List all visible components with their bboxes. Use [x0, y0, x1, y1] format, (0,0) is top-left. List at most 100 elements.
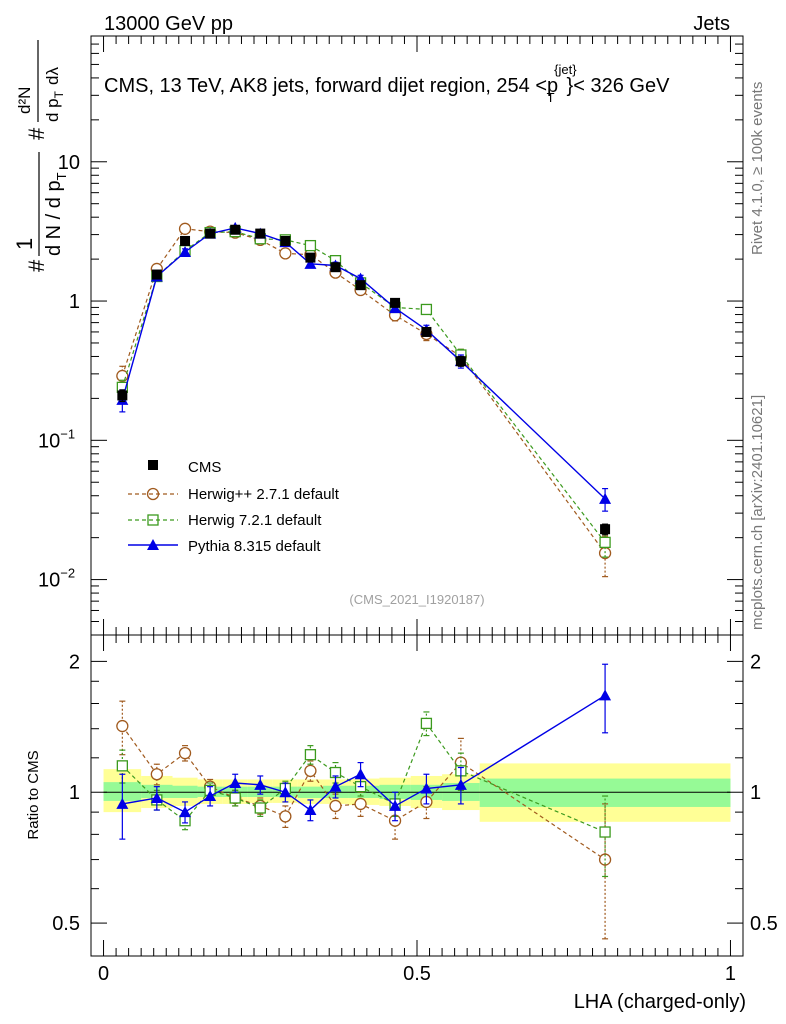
- ratio-point-herwig7-4: [229, 792, 241, 804]
- ratio-point-herwigpp-0: [116, 719, 129, 733]
- mcplots-label: mcplots.cern.ch [arXiv:2401.10621]: [749, 395, 766, 630]
- legend: CMS Herwig++ 2.7.1 default Herwig 7.2.1 …: [128, 459, 340, 555]
- main-point-cms-2: [180, 235, 191, 246]
- plot-title-sup: {jet}: [554, 62, 577, 77]
- band-inner-13: [479, 778, 731, 807]
- ratio-point-pythia-10: [389, 799, 402, 811]
- svg-text:1: 1: [12, 238, 37, 250]
- main-point-cms-4: [230, 224, 241, 235]
- main-point-cms-7: [305, 252, 316, 263]
- ratio-xtick-label-1: 0.5: [403, 963, 431, 985]
- ratio-point-pythia-4: [229, 777, 242, 789]
- ratio-point-pythia-9: [354, 768, 367, 780]
- main-ytick-label-0: 10: [58, 152, 80, 174]
- ratio-point-pythia-1: [150, 791, 163, 803]
- plot-title-main: CMS, 13 TeV, AK8 jets, forward dijet reg…: [104, 75, 558, 97]
- ratio-point-herwigpp-8: [329, 799, 342, 813]
- main-line-herwig7: [121, 231, 606, 543]
- ratio-point-pythia-12: [454, 778, 467, 790]
- legend-label-pythia: Pythia 8.315 default: [188, 538, 321, 555]
- ratio-line-herwig7: [121, 722, 606, 833]
- ratio-point-herwigpp-9: [354, 797, 367, 811]
- main-series-layer: [116, 221, 612, 578]
- ratio-y-axis-label: Ratio to CMS: [25, 750, 42, 839]
- main-point-herwig7-13: [599, 536, 611, 549]
- svg-text:d N / d pT: d N / d pT: [43, 172, 69, 256]
- legend-label-cms: CMS: [188, 459, 221, 476]
- main-point-pythia-2: [179, 245, 192, 257]
- main-point-cms-11: [421, 326, 432, 337]
- main-axis-ticks: 10 1 10−1 10−2: [38, 35, 743, 636]
- ratio-xtick-label-2: 1: [725, 963, 736, 985]
- ratio-point-herwigpp-7: [304, 764, 317, 777]
- legend-marker-cms: [148, 460, 158, 470]
- main-line-pythia: [121, 227, 606, 500]
- main-point-herwigpp-6: [279, 247, 292, 260]
- ratio-ytick-label-right-1: 1: [750, 782, 761, 804]
- ratio-point-pythia-5: [254, 778, 267, 790]
- header-right: Jets: [693, 13, 730, 35]
- plot-title-tail: }< 326 GeV: [567, 75, 671, 97]
- main-ytick-label-1: 1: [69, 291, 80, 313]
- ratio-point-herwig7-0: [116, 760, 128, 772]
- ratio-point-pythia-6: [279, 786, 292, 798]
- ratio-point-herwig7-13: [599, 826, 611, 838]
- ratio-point-pythia-3: [204, 790, 217, 802]
- svg-text:#: #: [24, 127, 49, 140]
- main-point-cms-6: [280, 235, 291, 246]
- ratio-series-layer: [116, 663, 612, 940]
- y-label-t-sub-1: T: [54, 172, 69, 180]
- ratio-point-pythia-13: [599, 689, 612, 701]
- ratio-point-herwigpp-6: [279, 810, 292, 823]
- y-label-d2n: d²N: [15, 87, 34, 114]
- main-point-cms-12: [455, 356, 466, 367]
- ratio-point-pythia-2: [179, 806, 192, 818]
- legend-marker-herwigpp: [146, 487, 160, 501]
- legend-marker-pythia: [147, 539, 159, 550]
- svg-text:#: #: [24, 259, 49, 272]
- main-point-herwig7-7: [304, 239, 317, 252]
- legend-label-herwig7: Herwig 7.2.1 default: [188, 512, 322, 529]
- ratio-point-pythia-0: [116, 797, 129, 809]
- ratio-point-pythia-11: [420, 782, 433, 794]
- ratio-point-pythia-8: [329, 780, 342, 792]
- ratio-ytick-label-right-2: 0.5: [750, 913, 778, 935]
- main-point-cms-0: [117, 390, 128, 401]
- ratio-xtick-label-0: 0: [98, 963, 109, 985]
- ratio-point-herwig7-5: [254, 802, 266, 814]
- x-axis-label: LHA (charged-only): [574, 991, 746, 1013]
- main-y-axis-label: # 1 d N / d pT # d²N d pTdλ: [12, 40, 69, 272]
- y-label-dpt: d p: [43, 98, 62, 122]
- ratio-point-herwigpp-2: [178, 747, 192, 760]
- main-point-cms-5: [255, 228, 266, 239]
- svg-text:d pTdλ: d pTdλ: [43, 67, 66, 122]
- ratio-ytick-label-right-0: 2: [750, 651, 761, 673]
- y-label-one: 1: [12, 238, 37, 250]
- main-point-cms-13: [600, 524, 611, 535]
- ratio-point-pythia-7: [304, 804, 317, 816]
- main-point-herwigpp-2: [178, 222, 192, 235]
- legend-label-herwigpp: Herwig++ 2.7.1 default: [188, 486, 340, 503]
- analysis-watermark: (CMS_2021_I1920187): [349, 592, 484, 607]
- ratio-point-herwig7-7: [304, 749, 317, 761]
- ratio-ytick-label-left-2: 0.5: [52, 913, 80, 935]
- y-label-dn-dpt: d N / d p: [43, 180, 65, 256]
- ratio-ytick-label-left-0: 2: [69, 651, 80, 673]
- main-point-herwig7-11: [420, 303, 433, 316]
- ratio-ytick-label-left-1: 1: [69, 782, 80, 804]
- header-left: 13000 GeV pp: [104, 13, 233, 35]
- legend-marker-herwig7: [147, 514, 159, 526]
- main-ytick-label-2: 10−1: [38, 426, 75, 452]
- ratio-point-herwig7-11: [420, 717, 433, 730]
- ratio-point-herwigpp-1: [150, 768, 163, 781]
- ratio-line-pythia: [122, 694, 606, 813]
- ratio-axis-ticks: 2 2 1 1 0.5 0.5 0 0.5 1: [52, 635, 778, 985]
- svg-text:d²N: d²N: [15, 87, 34, 114]
- main-point-pythia-7: [304, 257, 317, 269]
- main-point-cms-8: [330, 262, 341, 273]
- ratio-series-pythia: [116, 663, 612, 840]
- main-point-cms-3: [205, 228, 216, 239]
- main-series-herwig7: [116, 225, 611, 558]
- main-ytick-label-3: 10−2: [38, 566, 75, 592]
